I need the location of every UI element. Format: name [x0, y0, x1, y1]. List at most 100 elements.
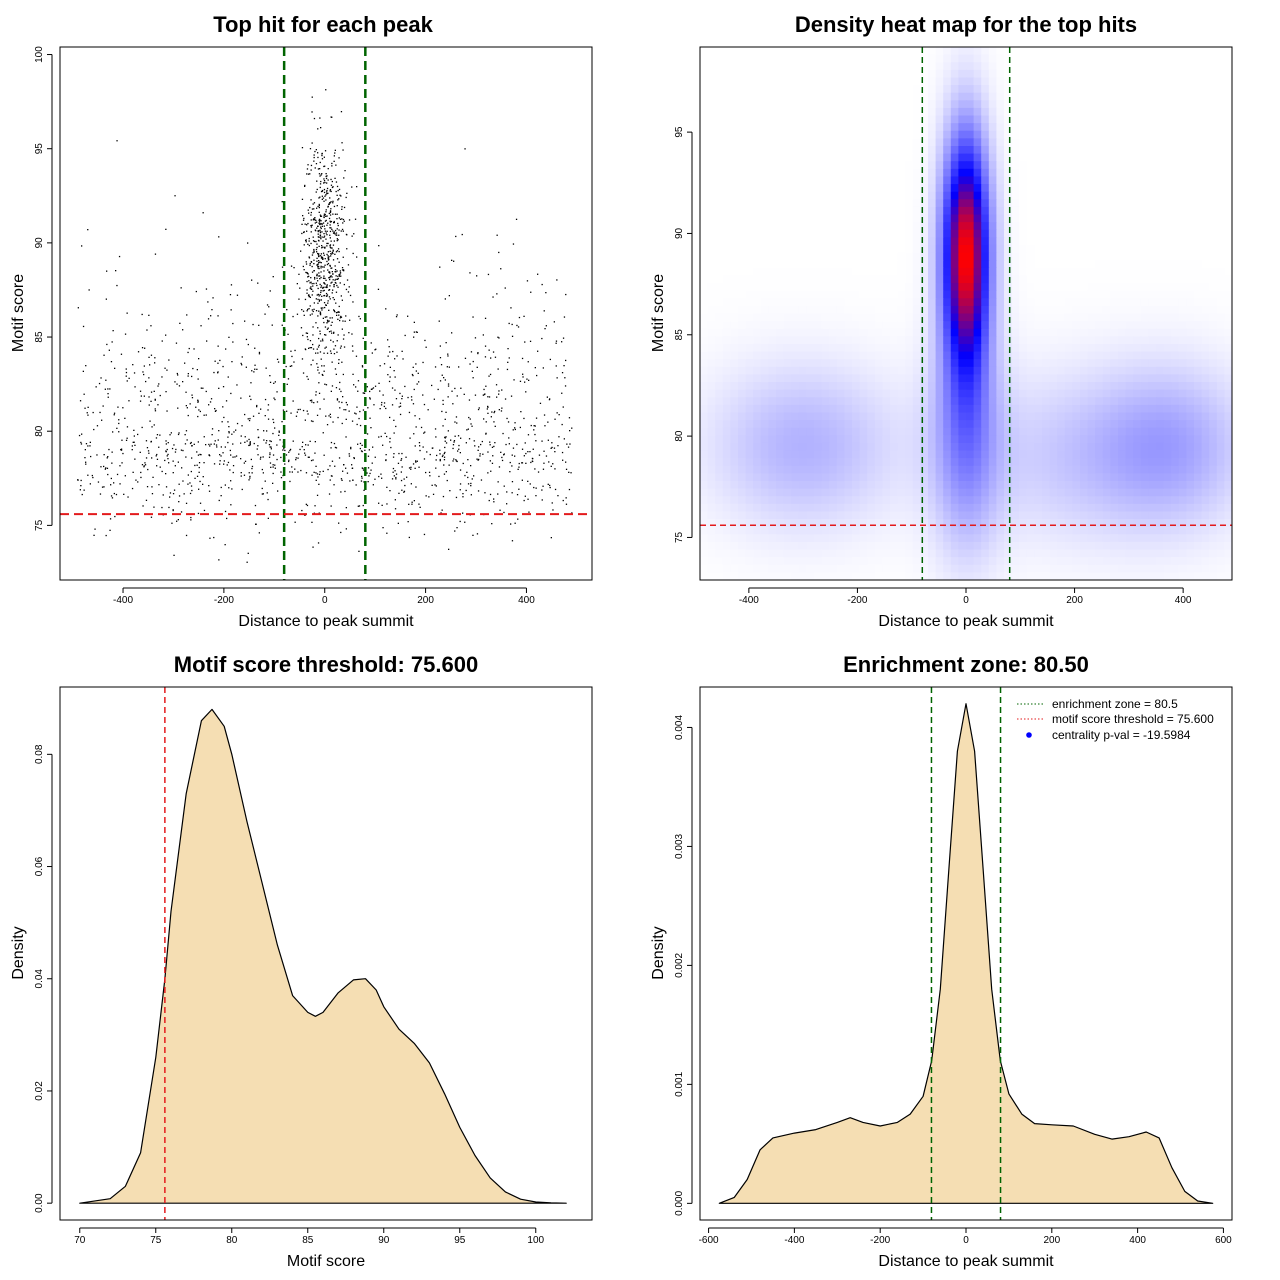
heatmap-cell: [829, 85, 838, 94]
data-point: [306, 168, 309, 170]
data-point: [191, 445, 193, 447]
heatmap-cell: [760, 69, 769, 79]
data-point: [503, 511, 505, 514]
data-point: [253, 371, 255, 373]
data-point: [330, 267, 332, 269]
heatmap-cell: [912, 229, 921, 238]
data-point: [330, 352, 332, 354]
heatmap-cell: [1034, 214, 1043, 223]
data-point: [254, 364, 256, 366]
data-point: [554, 418, 556, 420]
data-point: [78, 434, 81, 437]
heatmap-cell: [730, 130, 739, 139]
heatmap-cell: [791, 298, 800, 307]
heatmap-cell: [1072, 336, 1081, 345]
data-point: [316, 243, 318, 245]
heatmap-cell: [905, 229, 914, 238]
heatmap-cell: [1156, 62, 1165, 71]
data-point: [145, 380, 147, 383]
heatmap-cell: [1064, 123, 1073, 132]
heatmap-cell: [1072, 123, 1081, 132]
data-point: [157, 404, 159, 406]
heatmap-cell: [1072, 161, 1081, 170]
heatmap-cell: [1194, 69, 1203, 79]
data-point: [310, 459, 313, 462]
data-point: [228, 336, 230, 338]
data-point: [319, 311, 322, 313]
data-point: [325, 194, 327, 196]
data-point: [345, 196, 347, 199]
data-point: [504, 287, 506, 289]
heatmap-cell: [791, 145, 800, 155]
heatmap-cell: [890, 69, 899, 79]
heatmap-cell: [1140, 336, 1149, 345]
heatmap-cell: [1034, 260, 1043, 269]
heatmap-cell: [1201, 176, 1210, 185]
heatmap-cell: [1186, 107, 1195, 117]
heatmap-cell: [1080, 237, 1089, 246]
data-point: [350, 448, 352, 450]
heatmap-cell: [1209, 206, 1218, 216]
heatmap-cell: [745, 336, 754, 345]
heatmap-cell: [882, 283, 891, 292]
data-point: [103, 486, 105, 488]
data-point: [331, 385, 334, 387]
data-point: [329, 210, 332, 212]
heatmap-cell: [1080, 130, 1089, 139]
heatmap-cell: [783, 54, 792, 63]
data-point: [320, 267, 322, 269]
heatmap-cell: [1163, 130, 1172, 139]
heatmap-cell: [905, 321, 914, 330]
data-point: [249, 395, 251, 397]
heatmap-cell: [730, 168, 739, 178]
data-point: [546, 396, 548, 398]
data-point: [334, 269, 337, 271]
data-point: [490, 470, 492, 472]
heatmap-cell: [806, 107, 815, 117]
data-point: [320, 127, 322, 129]
data-point: [502, 432, 504, 435]
heatmap-cell: [776, 92, 785, 101]
heatmap-cell: [1148, 206, 1157, 216]
data-point: [319, 214, 322, 216]
data-point: [466, 471, 468, 473]
heatmap-cell: [791, 237, 800, 246]
data-point: [533, 425, 535, 427]
data-point: [320, 253, 322, 255]
data-point: [514, 428, 516, 431]
heatmap-cell: [1026, 54, 1035, 63]
data-point: [341, 206, 343, 208]
heatmap-cell: [821, 229, 830, 238]
heatmap-cell: [1171, 161, 1180, 170]
heatmap-cell: [722, 54, 731, 63]
heatmap-cell: [745, 191, 754, 200]
heatmap-cell: [981, 92, 990, 101]
heatmap-cell: [890, 343, 899, 353]
heatmap-cell: [829, 252, 838, 261]
heatmap-cell: [1171, 229, 1180, 238]
heatmap-cell: [829, 54, 838, 63]
heatmap-cell: [867, 267, 876, 277]
data-point: [147, 468, 149, 471]
data-point: [221, 421, 223, 423]
heatmap-cell: [920, 130, 929, 139]
heatmap-cell: [1087, 267, 1096, 277]
data-point: [442, 495, 445, 498]
heatmap-cell: [1201, 229, 1210, 238]
data-point: [455, 496, 458, 499]
data-point: [313, 302, 315, 304]
data-point: [319, 278, 321, 280]
heatmap-cell: [1042, 199, 1051, 208]
heatmap-cell: [1216, 92, 1225, 101]
data-point: [338, 234, 340, 236]
heatmap-cell: [966, 260, 975, 269]
data-point: [464, 474, 466, 477]
data-point: [423, 403, 426, 406]
data-point: [280, 471, 282, 473]
data-point: [323, 178, 325, 180]
data-point: [174, 381, 176, 383]
data-point: [335, 291, 338, 293]
data-point: [184, 434, 186, 436]
heatmap-cell: [1163, 206, 1172, 216]
heatmap-cell: [1064, 176, 1073, 185]
